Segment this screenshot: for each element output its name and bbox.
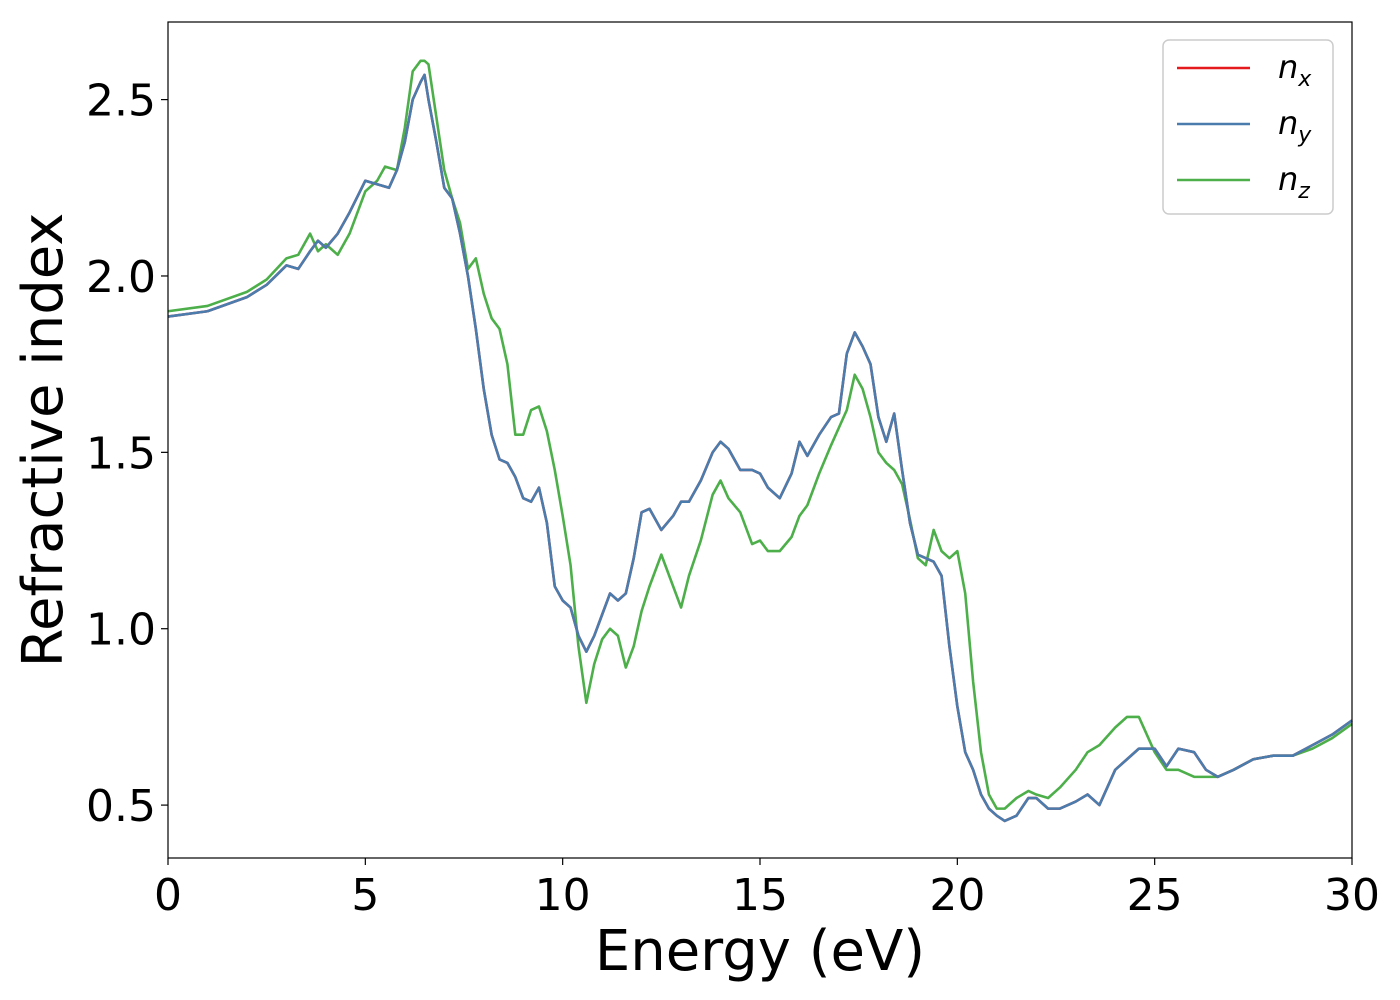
x-axis-label: Energy (eV) bbox=[595, 919, 925, 984]
y-tick-label: 2.0 bbox=[86, 252, 156, 303]
y-tick-label: 0.5 bbox=[86, 781, 156, 832]
legend-label-z: nz bbox=[1278, 160, 1310, 204]
x-tick-label: 15 bbox=[732, 870, 788, 921]
x-tick-label: 20 bbox=[929, 870, 985, 921]
series-line-y bbox=[167, 73, 1353, 823]
x-axis-ticks: 0 5 10 15 20 25 30 bbox=[154, 858, 1380, 921]
series-lines bbox=[167, 59, 1353, 823]
y-tick-label: 1.5 bbox=[86, 428, 156, 479]
y-axis-ticks: 0.5 1.0 1.5 2.0 2.5 bbox=[86, 76, 168, 832]
legend-label-x: nx bbox=[1278, 48, 1312, 92]
y-axis-label: Refractive index bbox=[11, 213, 76, 668]
series-line-z bbox=[167, 59, 1353, 810]
legend: nx ny nz bbox=[1162, 39, 1334, 215]
legend-label-y: ny bbox=[1278, 104, 1312, 148]
x-tick-label: 30 bbox=[1324, 870, 1380, 921]
x-tick-label: 25 bbox=[1127, 870, 1183, 921]
x-tick-label: 10 bbox=[535, 870, 591, 921]
x-tick-label: 5 bbox=[351, 870, 379, 921]
y-tick-label: 1.0 bbox=[86, 605, 156, 656]
legend-box bbox=[1162, 39, 1334, 215]
y-tick-label: 2.5 bbox=[86, 76, 156, 127]
x-tick-label: 0 bbox=[154, 870, 182, 921]
